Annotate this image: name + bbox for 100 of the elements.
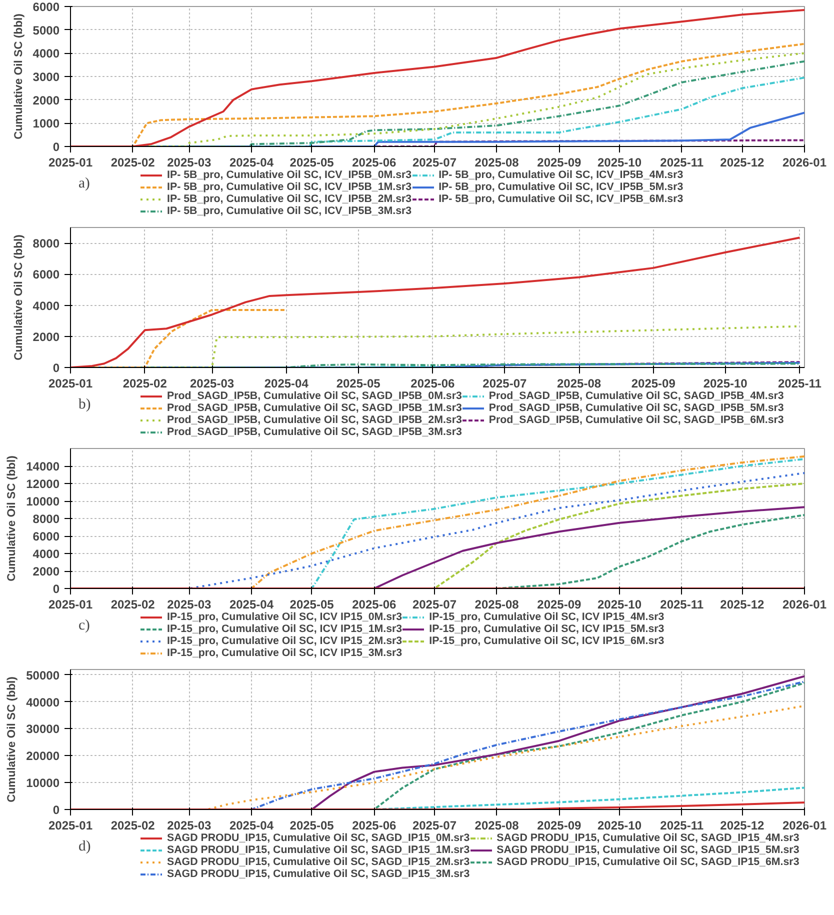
legend-label: Prod_SAGD_IP5B, Cumulative Oil SC, SAGD_IP5B_0M.sr3 (167, 390, 462, 402)
y-tick-label: 0 (52, 361, 60, 375)
x-tick-label: 2025-01 (48, 156, 93, 170)
x-tick-label: 2025-04 (229, 818, 274, 832)
x-tick-label: 2025-05 (290, 156, 334, 170)
x-tick-label: 2025-11 (660, 818, 704, 832)
text: a) (78, 176, 90, 192)
y-tick-label: 6000 (32, 530, 60, 544)
legend-label: IP-15_pro, Cumulative Oil SC, ICV IP15_2M.sr3 (167, 635, 402, 647)
legend-label: Prod_SAGD_IP5B, Cumulative Oil SC, SAGD_IP5B_4M.sr3 (488, 390, 784, 402)
x-tick-label: 2026-01 (782, 156, 827, 170)
x-tick-label: 2025-01 (48, 598, 93, 612)
y-axis-title: Cumulative Oil SC (bbl) (12, 234, 25, 360)
y-tick-label: 14000 (26, 460, 60, 474)
legend-label: IP- 5B_pro, Cumulative Oil SC, ICV_IP5B_5M.sr3 (438, 181, 684, 193)
y-axis-title: Cumulative Oil SC (bbl) (12, 13, 25, 140)
legend-label: IP-15_pro, Cumulative Oil SC, ICV IP15_3M.sr3 (167, 647, 402, 659)
x-tick-label: 2025-09 (631, 376, 676, 390)
x-tick-label: 2025-06 (352, 598, 396, 612)
y-tick-label: 4000 (32, 46, 60, 61)
legend-label: IP- 5B_pro, Cumulative Oil SC, ICV_IP5B_2M.sr3 (167, 193, 412, 205)
x-tick-label: 2025-05 (290, 818, 334, 832)
y-tick-label: 4000 (32, 298, 60, 313)
x-tick-label: 2025-02 (110, 598, 156, 612)
y-tick-label: 20000 (26, 749, 60, 764)
legend-label: IP-15_pro, Cumulative Oil SC, ICV IP15_5M.sr3 (429, 623, 664, 635)
x-tick-label: 2025-10 (597, 156, 642, 170)
x-tick-label: 2025-12 (720, 156, 765, 170)
legend-label: Prod_SAGD_IP5B, Cumulative Oil SC, SAGD_IP5B_1M.sr3 (167, 402, 462, 414)
x-tick-label: 2025-08 (474, 818, 520, 832)
x-tick-label: 2025-01 (48, 818, 93, 832)
x-tick-label: 2025-06 (352, 818, 396, 832)
x-tick-label: 2025-04 (229, 598, 274, 612)
y-tick-label: 6000 (32, 0, 60, 14)
x-tick-label: 2025-03 (190, 376, 234, 390)
legend-label: IP- 5B_pro, Cumulative Oil SC, ICV_IP5B_4M.sr3 (438, 169, 684, 181)
x-tick-label: 2025-04 (229, 156, 274, 170)
x-tick-label: 2025-12 (720, 818, 765, 832)
legend-label: SAGD PRODU_IP15, Cumulative Oil SC, SAGD_IP15_2M.sr3 (167, 856, 470, 868)
x-tick-label: 2025-07 (412, 818, 457, 832)
x-tick-label: 2025-10 (597, 598, 642, 612)
legend-label: IP- 5B_pro, Cumulative Oil SC, ICV_IP5B_0M.sr3 (167, 169, 412, 181)
y-axis-title: Cumulative Oil SC (bbl) (6, 455, 18, 582)
legend-label: IP- 5B_pro, Cumulative Oil SC, ICV_IP5B_6M.sr3 (438, 193, 684, 205)
y-tick-label: 1000 (32, 116, 60, 131)
legend-label: IP-15_pro, Cumulative Oil SC, ICV IP15_6M.sr3 (429, 635, 664, 647)
x-tick-label: 2025-02 (122, 376, 168, 390)
legend-label: SAGD PRODU_IP15, Cumulative Oil SC, SAGD_IP15_6M.sr3 (496, 856, 800, 868)
legend-label: Prod_SAGD_IP5B, Cumulative Oil SC, SAGD_IP5B_2M.sr3 (167, 414, 462, 426)
y-tick-label: 6000 (32, 268, 60, 282)
legend-label: IP-15_pro, Cumulative Oil SC, ICV IP15_0M.sr3 (167, 611, 402, 623)
text: d) (78, 838, 91, 854)
legend-label: SAGD PRODU_IP15, Cumulative Oil SC, SAGD_IP15_0M.sr3 (167, 832, 470, 844)
x-tick-label: 2025-08 (474, 156, 520, 170)
x-tick-label: 2025-07 (482, 376, 528, 390)
x-tick-label: 2025-07 (412, 156, 457, 170)
x-tick-label: 2025-02 (110, 156, 156, 170)
y-tick-label: 10000 (26, 776, 60, 790)
x-tick-label: 2025-07 (412, 598, 457, 612)
legend-label: Prod_SAGD_IP5B, Cumulative Oil SC, SAGD_IP5B_3M.sr3 (167, 426, 462, 438)
line-series (70, 236, 801, 368)
text: c) (78, 618, 90, 634)
y-tick-label: 50000 (26, 668, 60, 682)
x-tick-label: 2025-01 (48, 376, 93, 390)
legend-label: SAGD PRODU_IP15, Cumulative Oil SC, SAGD_IP15_5M.sr3 (496, 844, 800, 856)
y-tick-label: 2000 (32, 564, 60, 578)
y-tick-label: 40000 (26, 695, 60, 710)
legend-label: SAGD PRODU_IP15, Cumulative Oil SC, SAGD_IP15_1M.sr3 (167, 844, 470, 856)
legend-label: IP- 5B_pro, Cumulative Oil SC, ICV_IP5B_3M.sr3 (167, 205, 412, 217)
y-tick-label: 0 (52, 140, 60, 154)
text: b) (78, 396, 91, 412)
x-tick-label: 2025-11 (778, 376, 822, 390)
x-tick-label: 2025-03 (167, 156, 212, 170)
y-tick-label: 8000 (32, 236, 60, 251)
y-tick-label: 3000 (32, 70, 60, 84)
y-tick-label: 0 (52, 582, 60, 596)
y-tick-label: 8000 (32, 512, 60, 526)
legend-label: Prod_SAGD_IP5B, Cumulative Oil SC, SAGD_IP5B_6M.sr3 (488, 414, 784, 426)
legend-label: IP-15_pro, Cumulative Oil SC, ICV IP15_4M.sr3 (429, 611, 664, 623)
x-tick-label: 2025-06 (352, 156, 396, 170)
x-tick-label: 2025-09 (537, 156, 582, 170)
x-tick-label: 2025-08 (474, 598, 520, 612)
x-tick-label: 2025-04 (264, 376, 309, 390)
x-tick-label: 2025-06 (410, 376, 456, 390)
x-tick-label: 2025-08 (557, 376, 602, 390)
y-tick-label: 10000 (26, 494, 60, 508)
x-tick-label: 2025-03 (167, 598, 212, 612)
y-tick-label: 2000 (32, 330, 60, 344)
legend-label: SAGD PRODU_IP15, Cumulative Oil SC, SAGD_IP15_3M.sr3 (167, 868, 470, 880)
x-tick-label: 2026-01 (782, 818, 827, 832)
x-tick-label: 2025-05 (336, 376, 381, 390)
y-tick-label: 12000 (26, 477, 60, 491)
legend-label: IP-15_pro, Cumulative Oil SC, ICV IP15_1M.sr3 (167, 623, 402, 635)
x-tick-label: 2026-01 (782, 598, 827, 612)
x-tick-label: 2025-11 (660, 156, 704, 170)
x-tick-label: 2025-02 (110, 818, 156, 832)
x-tick-label: 2025-10 (703, 376, 748, 390)
legend-label: SAGD PRODU_IP15, Cumulative Oil SC, SAGD_IP15_4M.sr3 (496, 832, 800, 844)
y-tick-label: 30000 (26, 722, 60, 736)
legend-label: Prod_SAGD_IP5B, Cumulative Oil SC, SAGD_IP5B_5M.sr3 (488, 402, 784, 414)
